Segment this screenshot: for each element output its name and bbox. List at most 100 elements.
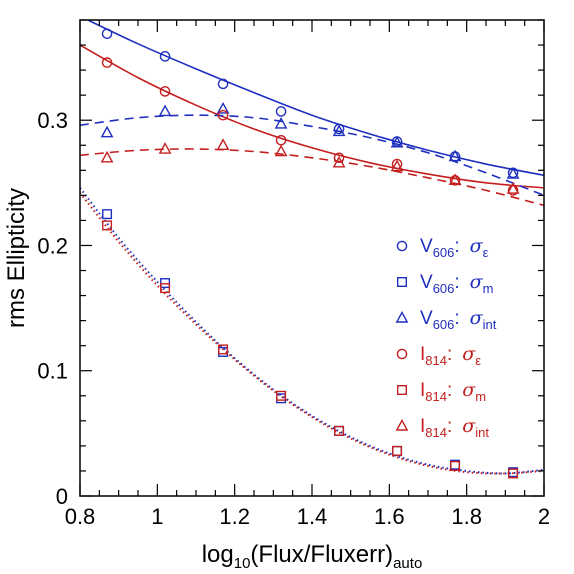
legend-label: I814: σint	[420, 415, 489, 440]
legend-band: I	[420, 344, 425, 365]
data-point-red-circle	[217, 109, 229, 121]
legend-band-sub: 606	[433, 281, 455, 296]
data-point-blue-circle	[101, 28, 113, 40]
legend-sigma-sub: ε	[475, 353, 481, 368]
legend-sigma-sub: int	[475, 425, 489, 440]
y-tick-label: 0.1	[37, 359, 68, 384]
data-point-red-square	[102, 220, 113, 231]
legend-marker-red-circle	[396, 348, 408, 360]
data-point-blue-circle	[217, 78, 229, 90]
data-point-red-square	[508, 468, 519, 479]
legend-marker-blue-triangle	[395, 311, 409, 323]
legend-colon: :	[447, 344, 452, 365]
legend-sigma-sub: ε	[483, 245, 489, 260]
x-tick-label: 2	[538, 504, 550, 529]
legend-sigma: σ	[470, 271, 484, 293]
y-tick-label: 0.3	[37, 108, 68, 133]
x-tick-label: 1.8	[451, 504, 482, 529]
data-point-red-circle	[159, 86, 171, 97]
legend-colon: :	[447, 380, 452, 401]
data-point-red-triangle	[506, 182, 520, 194]
data-point-red-triangle	[216, 138, 230, 150]
fit-curve-blue-solid	[85, 20, 544, 177]
legend-sigma-sub: m	[483, 281, 494, 296]
legend-label: I814: σm	[420, 379, 486, 404]
legend-colon: :	[454, 308, 459, 329]
legend-band: V	[420, 236, 433, 257]
legend-band-sub: 814	[425, 389, 447, 404]
legend-marker-blue-square	[397, 277, 408, 288]
data-point-blue-triangle	[216, 101, 230, 114]
data-point-blue-triangle	[274, 117, 288, 129]
x-axis-title-sub-auto: auto	[393, 555, 422, 572]
legend-label: V606: σε	[420, 235, 489, 260]
data-point-red-square	[450, 460, 461, 471]
data-point-red-square	[392, 445, 403, 456]
data-point-blue-circle	[275, 106, 287, 117]
data-point-blue-triangle	[158, 104, 172, 117]
data-point-red-triangle	[274, 144, 288, 157]
fit-curve-red-dashed	[80, 148, 544, 207]
axes: 0.8 1 1.2 1.4 1.6 1.8 2 0 0.1 0.2 0.3 log10(Flux/Fl…	[3, 19, 550, 572]
data-markers	[100, 28, 520, 479]
data-point-red-square	[276, 390, 287, 401]
legend-sigma: σ	[462, 379, 476, 401]
legend-band-sub: 814	[425, 425, 447, 440]
x-tick-label: 1.4	[297, 504, 328, 529]
y-tick-label: 0	[56, 484, 68, 509]
fit-curve-red-solid	[80, 44, 544, 189]
data-point-red-circle	[333, 152, 345, 164]
legend-label: V606: σm	[420, 271, 494, 296]
legend-sigma-sub: int	[483, 317, 497, 332]
legend-marker-red-triangle	[395, 419, 409, 431]
fit-curve-blue-dotted	[80, 187, 544, 475]
x-tick-label: 1.6	[374, 504, 405, 529]
legend-sigma: σ	[462, 415, 476, 437]
legend-sigma: σ	[470, 307, 484, 329]
data-point-red-triangle	[100, 150, 114, 163]
data-point-blue-square	[160, 278, 171, 289]
legend-label: V606: σint	[420, 307, 497, 332]
data-point-red-circle	[101, 57, 113, 68]
y-tick-label: 0.2	[37, 233, 68, 258]
data-point-red-square	[160, 283, 171, 294]
data-point-red-triangle	[158, 142, 172, 154]
legend-marker-blue-circle	[396, 240, 408, 252]
x-axis-title: log10(Flux/Fluxerr)auto	[202, 541, 423, 572]
x-tick-label: 0.8	[65, 504, 96, 529]
legend-colon: :	[447, 416, 452, 437]
data-point-blue-square	[392, 445, 403, 456]
data-point-red-square	[334, 425, 345, 436]
legend-label: I814: σε	[420, 343, 481, 368]
x-axis-title-sub10: 10	[234, 555, 251, 572]
legend-sigma: σ	[462, 343, 476, 365]
legend-sigma: σ	[470, 235, 484, 257]
legend-band: V	[420, 272, 433, 293]
legend-colon: :	[454, 272, 459, 293]
fit-curves	[80, 20, 544, 475]
data-point-red-square	[218, 344, 229, 355]
fit-curve-red-dotted	[80, 192, 544, 475]
x-axis-title-main: (Flux/Fluxerr)	[250, 541, 393, 568]
fit-curve-blue-dashed	[80, 114, 544, 197]
legend-band-sub: 814	[425, 353, 447, 368]
legend-band-sub: 606	[433, 245, 455, 260]
data-point-red-triangle	[448, 173, 462, 186]
legend-colon: :	[454, 236, 459, 257]
data-point-blue-square	[102, 209, 113, 220]
y-axis-title: rms Ellipticity	[3, 188, 30, 328]
data-point-blue-triangle	[100, 125, 114, 138]
legend-band-sub: 606	[433, 317, 455, 332]
data-point-blue-triangle	[390, 135, 404, 148]
data-point-blue-circle	[333, 123, 345, 135]
data-point-red-triangle	[390, 159, 404, 172]
data-point-red-circle	[391, 158, 403, 170]
x-tick-label: 1	[151, 504, 163, 529]
legend-band: V	[420, 308, 433, 329]
x-axis-title-log: log	[202, 541, 234, 568]
data-point-red-circle	[275, 134, 287, 146]
data-point-blue-triangle	[332, 124, 346, 137]
